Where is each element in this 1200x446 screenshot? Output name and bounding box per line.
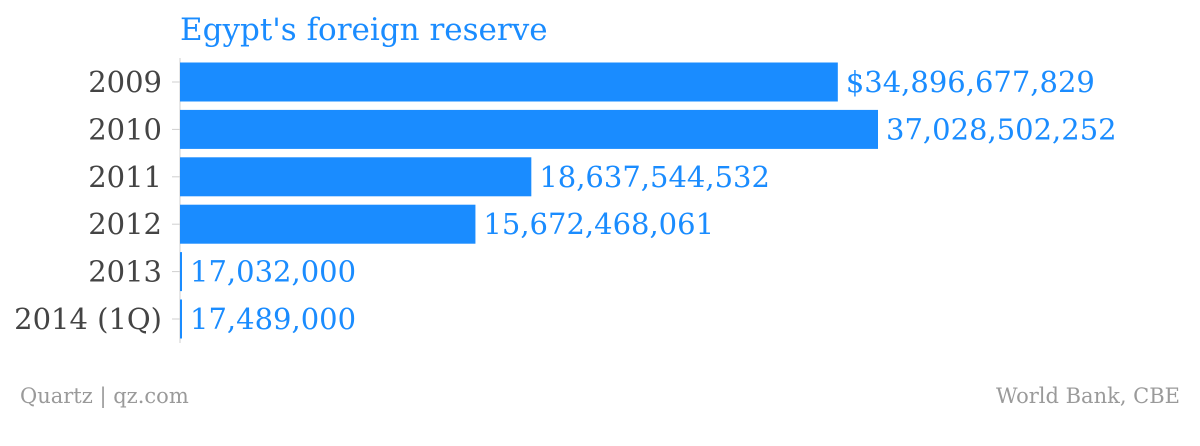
value-label: 17,032,000: [190, 255, 356, 289]
axis-layer: [172, 58, 181, 343]
value-label: 37,028,502,252: [886, 112, 1117, 146]
bar: [180, 109, 878, 149]
value-label: $34,896,677,829: [846, 65, 1095, 99]
category-label: 2011: [88, 160, 162, 194]
bar: [180, 62, 838, 102]
value-label: 18,637,544,532: [539, 160, 770, 194]
bar: [180, 204, 476, 244]
category-label: 2010: [88, 112, 162, 146]
category-label: 2012: [88, 207, 162, 241]
bar: [180, 157, 532, 197]
footer-credit: Quartz | qz.com: [20, 384, 189, 408]
bar: [180, 252, 182, 292]
bar: [180, 299, 182, 339]
value-label: 15,672,468,061: [483, 207, 714, 241]
category-label: 2014 (1Q): [14, 302, 162, 336]
label-layer: 2009 $34,896,677,829 2010 37,028,502,252 201…: [14, 65, 1117, 336]
footer-source: World Bank, CBE: [995, 384, 1180, 408]
category-label: 2013: [88, 255, 162, 289]
chart-title: Egypt's foreign reserve: [180, 12, 548, 48]
value-label: 17,489,000: [190, 302, 356, 336]
category-label: 2009: [88, 65, 162, 99]
bar-layer: [180, 62, 878, 339]
